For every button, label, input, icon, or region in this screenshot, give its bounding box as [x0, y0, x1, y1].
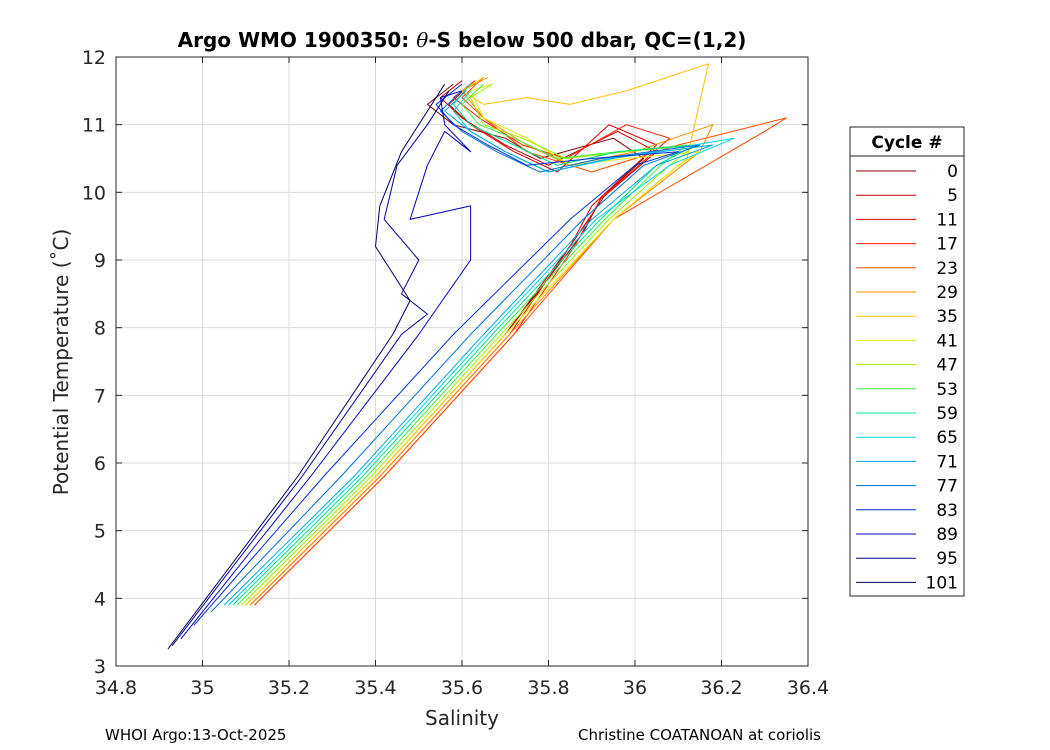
y-tick-label: 8	[94, 318, 106, 340]
y-tick-label: 4	[94, 588, 106, 610]
series-line-cycle-83	[193, 83, 679, 626]
series-line-cycle-47	[241, 83, 697, 606]
legend-entries: 0 5 11 17 23 29 35 41 47 53 59 65 71 77 83 89 95 101	[856, 162, 958, 593]
legend-label-cycle-89: 89	[936, 525, 958, 545]
y-tick-label: 9	[94, 250, 106, 272]
y-axis-label: Potential Temperature (˚C)	[49, 229, 73, 496]
axis-ticks: 34.8 35 35.2 35.4 35.6 35.8 36 36.2 36.4 3 4 5 6 7 8 9 1…	[82, 47, 829, 699]
x-tick-label: 35.2	[268, 677, 310, 699]
x-tick-label: 35.8	[527, 677, 569, 699]
y-tick-label: 12	[82, 47, 106, 69]
y-tick-label: 7	[94, 385, 106, 407]
x-tick-label: 36.4	[787, 677, 829, 699]
series-line-cycle-77	[210, 90, 701, 613]
x-tick-label: 36.2	[700, 677, 742, 699]
legend-label-cycle-101: 101	[926, 573, 958, 593]
series-line-cycle-29	[249, 76, 714, 606]
legend-label-cycle-59: 59	[936, 404, 958, 424]
footer-credit: WHOI Argo:13-Oct-2025	[105, 726, 287, 744]
legend-label-cycle-5: 5	[947, 186, 958, 206]
series-line-cycle-23	[254, 76, 787, 606]
legend-label-cycle-35: 35	[936, 307, 958, 327]
series-line-cycle-71	[223, 90, 714, 606]
x-tick-label: 35	[190, 677, 214, 699]
footer-author: Christine COATANOAN at coriolis	[578, 726, 821, 744]
y-tick-label: 11	[82, 115, 106, 137]
x-tick-label: 35.4	[354, 677, 396, 699]
series-line-cycle-95	[171, 90, 450, 647]
series-line-cycle-59	[232, 83, 697, 606]
data-series-layer	[167, 63, 787, 650]
series-line-cycle-101	[167, 83, 446, 650]
series-line-cycle-89	[180, 90, 472, 640]
legend-label-cycle-47: 47	[936, 356, 958, 376]
legend-label-cycle-23: 23	[936, 259, 958, 279]
legend-label-cycle-0: 0	[947, 162, 958, 182]
y-tick-label: 6	[94, 453, 106, 475]
legend-label-cycle-71: 71	[936, 452, 958, 472]
legend-label-cycle-95: 95	[936, 549, 958, 569]
legend: Cycle # 0 5 11 17 23 29 35 41 47 53 59 65 71 77 83 89 95…	[849, 126, 965, 597]
x-axis-label: Salinity	[425, 706, 499, 730]
legend-label-cycle-29: 29	[936, 283, 958, 303]
legend-label-cycle-77: 77	[936, 477, 958, 497]
series-line-cycle-41	[245, 83, 701, 606]
legend-box	[849, 126, 965, 597]
legend-label-cycle-65: 65	[936, 428, 958, 448]
legend-label-cycle-11: 11	[936, 210, 958, 230]
x-tick-label: 35.6	[441, 677, 483, 699]
y-tick-label: 10	[82, 182, 106, 204]
y-tick-label: 3	[94, 656, 106, 678]
y-tick-label: 5	[94, 521, 106, 543]
legend-label-cycle-41: 41	[936, 331, 958, 351]
x-tick-label: 34.8	[95, 677, 137, 699]
chart-title: Argo WMO 1900350: θ-S below 500 dbar, QC…	[178, 28, 747, 52]
legend-title: Cycle #	[871, 133, 942, 153]
legend-label-cycle-83: 83	[936, 501, 958, 521]
legend-label-cycle-53: 53	[936, 380, 958, 400]
x-tick-label: 36	[623, 677, 647, 699]
legend-label-cycle-17: 17	[936, 235, 958, 255]
